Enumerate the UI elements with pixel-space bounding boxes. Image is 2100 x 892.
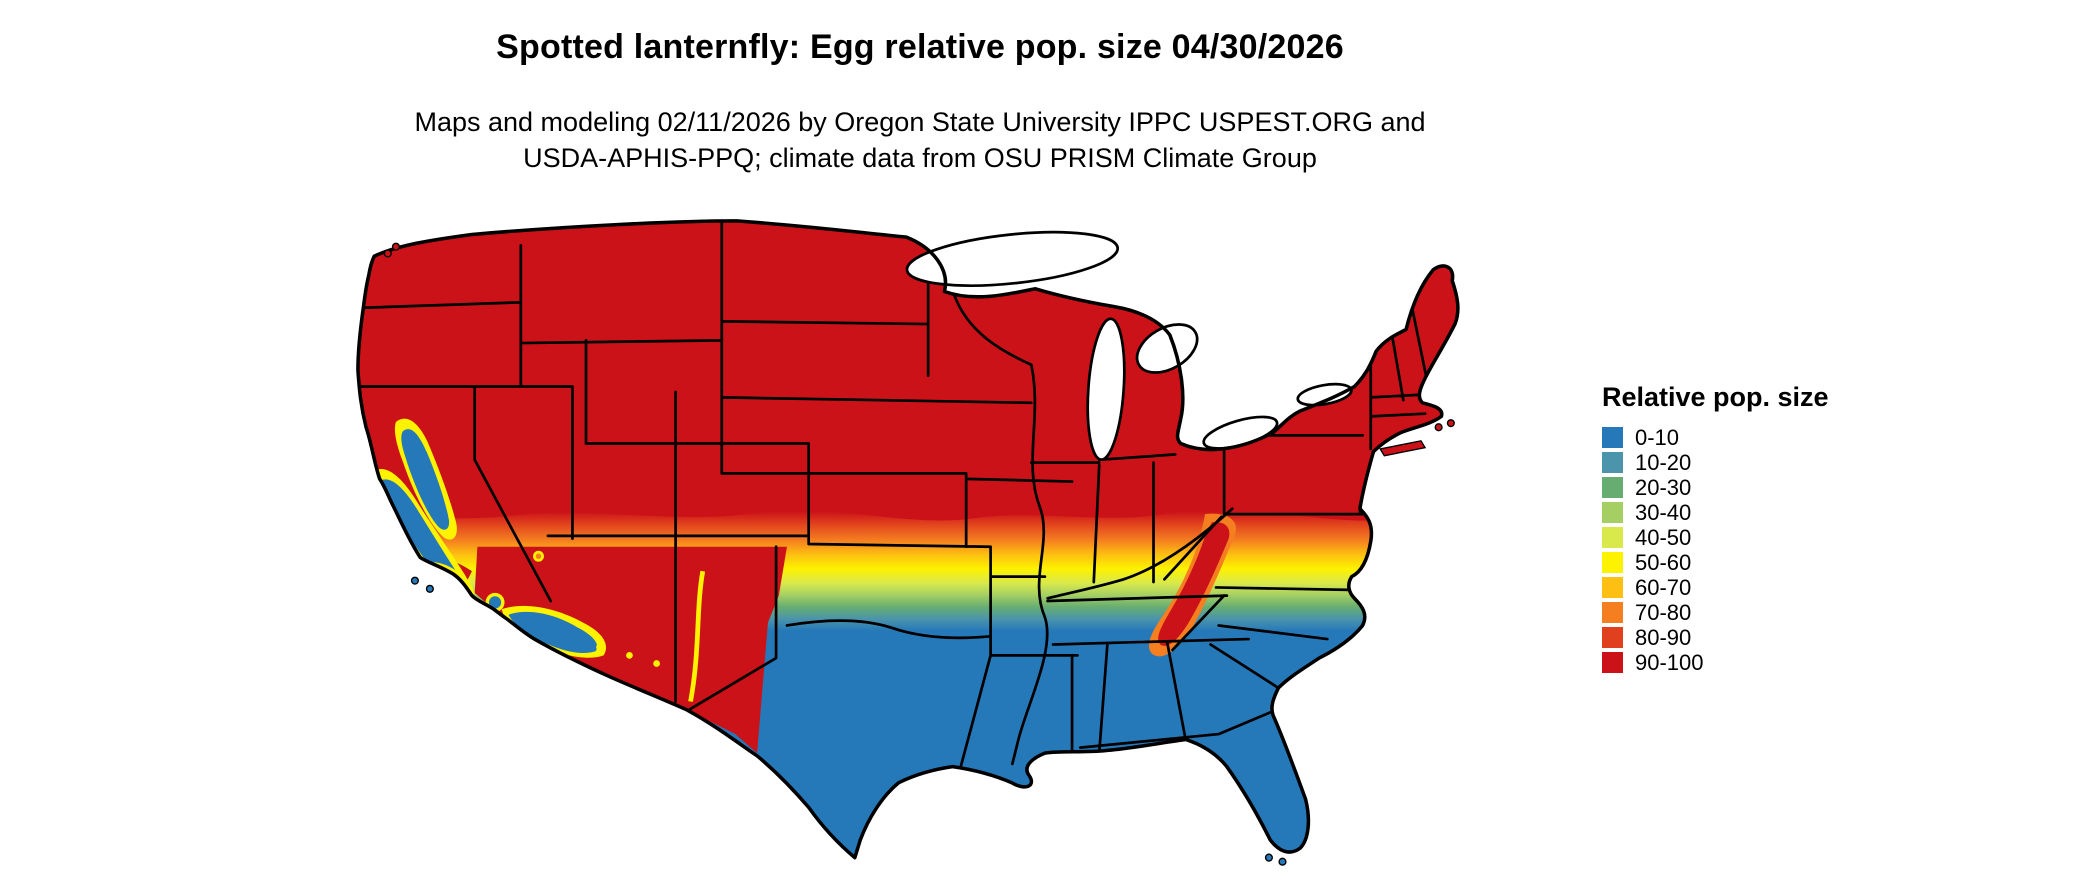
legend-item-label: 90-100 <box>1635 649 1704 675</box>
state-lines-rivers <box>952 292 1234 766</box>
legend-item: 80-90 <box>1602 625 1829 650</box>
valley-blue-core <box>401 429 450 530</box>
channel-islands <box>410 576 434 593</box>
legend-item: 70-80 <box>1602 600 1829 625</box>
az-speck-1 <box>596 643 603 651</box>
desert-speckles <box>533 550 661 667</box>
rio-grande-valley-streak <box>688 570 706 702</box>
page-title: Spotted lanternfly: Egg relative pop. si… <box>496 28 1344 66</box>
legend-item-label: 70-80 <box>1635 599 1692 625</box>
lake-michigan <box>1086 317 1126 462</box>
us-map-figure <box>356 219 1460 866</box>
legend-swatch <box>1602 527 1623 548</box>
appalachian-ridge <box>1148 513 1237 657</box>
california-central-valley <box>394 418 457 540</box>
legend-item-label: 20-30 <box>1635 474 1692 500</box>
az-speck-3 <box>653 660 661 667</box>
legend-item: 60-70 <box>1602 575 1829 600</box>
subtitle-line-1: Maps and modeling 02/11/2026 by Oregon S… <box>414 107 1426 137</box>
legend-swatch <box>1602 477 1623 498</box>
legend-item: 20-30 <box>1602 475 1829 500</box>
legend-item-label: 50-60 <box>1635 549 1692 575</box>
legend-swatch <box>1602 627 1623 648</box>
southwest-arizona-low-desert <box>501 605 607 658</box>
legend-title: Relative pop. size <box>1602 382 1829 412</box>
legend-item-label: 60-70 <box>1635 574 1692 600</box>
legend-item: 40-50 <box>1602 525 1829 550</box>
us-outline <box>356 219 1460 860</box>
legend-swatch <box>1602 652 1623 673</box>
legend-item-label: 80-90 <box>1635 624 1692 650</box>
legend-item-label: 30-40 <box>1635 499 1692 525</box>
legend-item: 10-20 <box>1602 450 1829 475</box>
florida-keys <box>1264 853 1287 866</box>
legend-item: 90-100 <box>1602 650 1829 675</box>
vegas-orange-speck <box>535 553 542 559</box>
az-blue-core <box>508 611 598 653</box>
legend-swatch <box>1602 577 1623 598</box>
legend-item: 0-10 <box>1602 425 1829 450</box>
appalachian-red-core <box>1158 522 1230 646</box>
imperial-blue <box>488 596 502 609</box>
state-lines-west <box>357 222 1079 769</box>
az-speck-2 <box>626 651 633 659</box>
puget-sound-islands <box>383 242 401 258</box>
great-lakes <box>905 230 1353 462</box>
page-subtitle: Maps and modeling 02/11/2026 by Oregon S… <box>0 104 1840 177</box>
legend: Relative pop. size 0-10 10-20 20-30 30-4… <box>1602 382 1829 675</box>
legend-swatch <box>1602 452 1623 473</box>
legend-swatch <box>1602 502 1623 523</box>
offshore-islands <box>383 242 1455 866</box>
legend-swatch <box>1602 552 1623 573</box>
massachusetts-islands <box>1434 419 1455 432</box>
long-island <box>1379 440 1427 457</box>
population-gradient-band <box>357 508 1458 858</box>
southwest-highlands-red-region <box>474 546 787 754</box>
legend-item-label: 0-10 <box>1635 424 1680 450</box>
legend-item: 30-40 <box>1602 500 1829 525</box>
legend-item-label: 10-20 <box>1635 449 1692 475</box>
legend-item: 50-60 <box>1602 550 1829 575</box>
legend-swatch <box>1602 602 1623 623</box>
coast-blue-core <box>380 479 460 586</box>
legend-item-label: 40-50 <box>1635 524 1692 550</box>
lake-superior <box>905 230 1120 287</box>
lake-huron <box>1135 323 1199 374</box>
subtitle-line-2: USDA-APHIS-PPQ; climate data from OSU PR… <box>523 143 1317 174</box>
legend-swatch <box>1602 427 1623 448</box>
legend-items: 0-10 10-20 20-30 30-40 40-50 50-60 60-70… <box>1602 425 1829 675</box>
